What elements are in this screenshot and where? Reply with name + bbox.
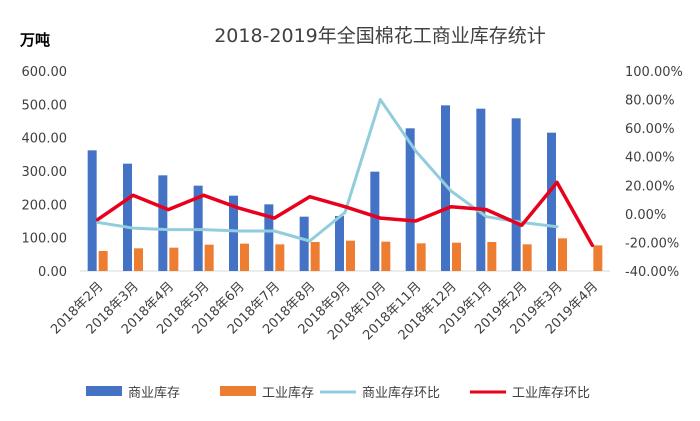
legend-label: 商业库存 <box>128 385 180 401</box>
bar-industrial-stock <box>522 244 532 271</box>
legend: 商业库存 工业库存 商业库存环比 工业库存环比 <box>86 385 590 401</box>
bar-commercial-stock <box>441 105 450 271</box>
bar-industrial-stock <box>593 245 603 271</box>
bar-commercial-stock <box>158 175 168 271</box>
chart-title: 2018-2019年全国棉花工商业库存统计 <box>214 25 546 47</box>
y-right-tick-label: 60.00% <box>625 122 675 137</box>
bar-commercial-stock <box>547 132 556 271</box>
y-right-tick-label: 0.00% <box>625 208 666 223</box>
y-left-tick-label: 200.00 <box>22 198 68 213</box>
bar-industrial-stock <box>134 248 143 271</box>
y-right-tick-label: 100.00% <box>625 65 683 80</box>
y-right-tick-label: 20.00% <box>625 179 675 194</box>
bar-commercial-stock <box>299 216 309 271</box>
bar-industrial-stock <box>240 243 249 271</box>
bar-industrial-stock <box>416 243 426 271</box>
y-left-unit-label: 万吨 <box>19 31 50 49</box>
bar-industrial-stock <box>452 242 461 271</box>
bar-commercial-stock <box>87 150 97 271</box>
bar-industrial-stock <box>487 242 497 271</box>
bar-commercial-stock <box>335 216 344 271</box>
y-left-tick-label: 600.00 <box>22 65 68 80</box>
legend-label: 工业库存 <box>262 385 314 401</box>
legend-swatch <box>86 386 122 396</box>
bar-commercial-stock <box>476 108 486 272</box>
y-left-tick-label: 500.00 <box>22 98 68 113</box>
legend-swatch <box>220 386 256 396</box>
y-left-tick-label: 400.00 <box>22 132 68 147</box>
bar-industrial-stock <box>204 244 214 271</box>
bar-industrial-stock <box>275 244 285 271</box>
y-right-tick-label: -20.00% <box>625 236 679 251</box>
line-commercial-mom <box>96 98 559 243</box>
line-industrial-mom <box>95 180 595 248</box>
bar-industrial-stock <box>98 251 108 271</box>
bar-industrial-stock <box>169 247 179 271</box>
bar-commercial-stock <box>405 128 415 271</box>
bar-commercial-stock <box>229 195 238 271</box>
legend-label: 工业库存环比 <box>512 385 590 401</box>
y-left-tick-label: 0.00 <box>38 265 67 280</box>
bar-commercial-stock <box>123 163 132 271</box>
bar-commercial-stock <box>370 171 380 271</box>
bar-commercial-stock <box>264 204 274 271</box>
y-right-tick-label: 40.00% <box>625 151 675 166</box>
bar-industrial-stock <box>558 238 567 271</box>
bar-industrial-stock <box>381 241 391 271</box>
bar-commercial-stock <box>511 118 521 271</box>
y-right-tick-label: -40.00% <box>625 265 679 280</box>
y-right-tick-label: 80.00% <box>625 94 675 109</box>
legend-label: 商业库存环比 <box>362 385 440 401</box>
y-left-tick-label: 300.00 <box>22 165 68 180</box>
bar-industrial-stock <box>310 242 320 271</box>
bar-industrial-stock <box>346 240 355 271</box>
y-left-tick-label: 100.00 <box>22 232 68 247</box>
